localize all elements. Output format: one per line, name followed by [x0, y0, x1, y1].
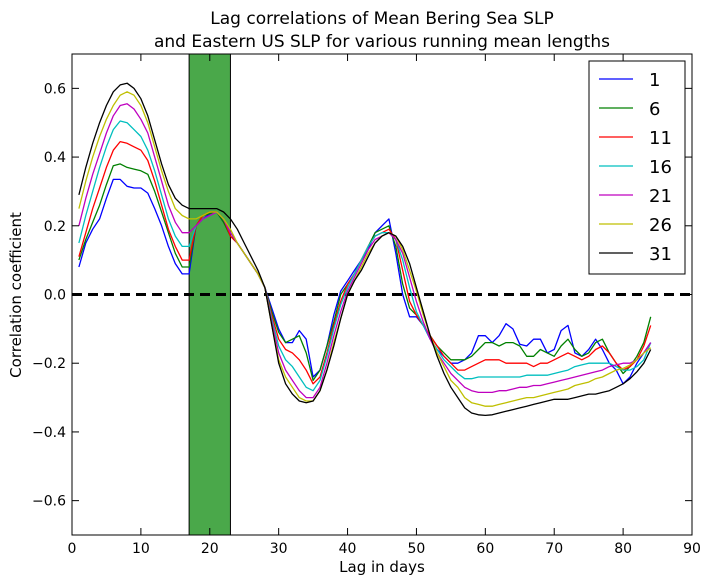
legend-label-31: 31: [649, 244, 672, 265]
chart-subtitle: and Eastern US SLP for various running m…: [154, 32, 610, 52]
x-tick-label: 50: [408, 541, 426, 557]
y-tick-label: −0.6: [32, 494, 66, 510]
x-tick-label: 30: [270, 541, 288, 557]
legend-label-1: 1: [649, 70, 660, 91]
x-tick-label: 10: [132, 541, 150, 557]
legend-label-26: 26: [649, 215, 672, 236]
y-tick-label: −0.2: [32, 356, 66, 372]
legend-label-6: 6: [649, 99, 660, 120]
legend-label-16: 16: [649, 157, 672, 178]
x-tick-label: 0: [68, 541, 77, 557]
series-line-26: [78, 91, 652, 407]
legend-label-11: 11: [649, 128, 672, 149]
legend-label-21: 21: [649, 186, 672, 207]
y-tick-label: 0.6: [44, 81, 66, 97]
y-tick-label: 0.0: [44, 288, 66, 304]
series-line-21: [78, 103, 652, 399]
y-tick-label: −0.4: [32, 425, 66, 441]
series-line-16: [78, 120, 652, 392]
series-line-31: [78, 82, 652, 417]
series-line-1: [78, 178, 652, 385]
x-tick-label: 80: [614, 541, 632, 557]
series-layer: [78, 82, 652, 417]
x-axis-label: Lag in days: [339, 558, 425, 576]
x-tick-label: 60: [476, 541, 494, 557]
chart-title: Lag correlations of Mean Bering Sea SLP: [210, 9, 553, 29]
x-tick-label: 20: [201, 541, 219, 557]
y-axis-label: Correlation coefficient: [7, 212, 25, 378]
x-tick-label: 90: [683, 541, 701, 557]
y-tick-label: 0.2: [44, 219, 66, 235]
y-tick-label: 0.4: [44, 150, 66, 166]
tick-layer: 0 10 20 30 40 50 60 70 80 90 −0.6 −0.4 −0.2 0.0 0.2 0.4…: [32, 54, 701, 557]
x-tick-label: 40: [339, 541, 357, 557]
x-tick-label: 70: [545, 541, 563, 557]
legend-box: [588, 60, 686, 275]
